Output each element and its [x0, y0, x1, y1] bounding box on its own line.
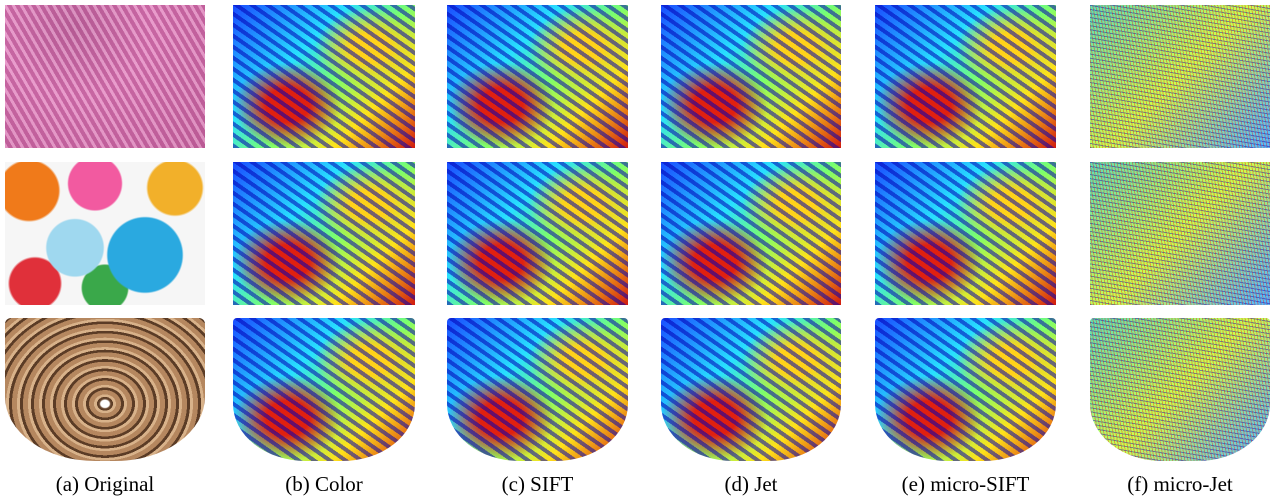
micro-jet-map — [1090, 318, 1270, 461]
caption: (a) Original — [5, 472, 205, 497]
sift-map — [447, 318, 628, 461]
micro-sift-map — [875, 318, 1056, 461]
caption: (c) SIFT — [447, 472, 628, 497]
caption: (d) Jet — [661, 472, 841, 497]
jet-map — [661, 318, 841, 461]
color-map — [233, 318, 415, 461]
micro-jet-map — [1090, 162, 1270, 305]
original-bowl — [5, 318, 205, 461]
caption: (f) micro-Jet — [1090, 472, 1270, 497]
micro-sift-map — [875, 162, 1056, 305]
jet-map — [661, 5, 841, 148]
original-glass — [5, 162, 205, 305]
sift-map — [447, 5, 628, 148]
color-map — [233, 162, 415, 305]
micro-jet-map — [1090, 5, 1270, 148]
caption: (b) Color — [233, 472, 415, 497]
figure: (a) Original (b) Color (c) SIFT (d) Jet … — [0, 0, 1278, 500]
jet-map — [661, 162, 841, 305]
color-map — [233, 5, 415, 148]
micro-sift-map — [875, 5, 1056, 148]
sift-map — [447, 162, 628, 305]
original-knit — [5, 5, 205, 148]
caption: (e) micro-SIFT — [875, 472, 1056, 497]
